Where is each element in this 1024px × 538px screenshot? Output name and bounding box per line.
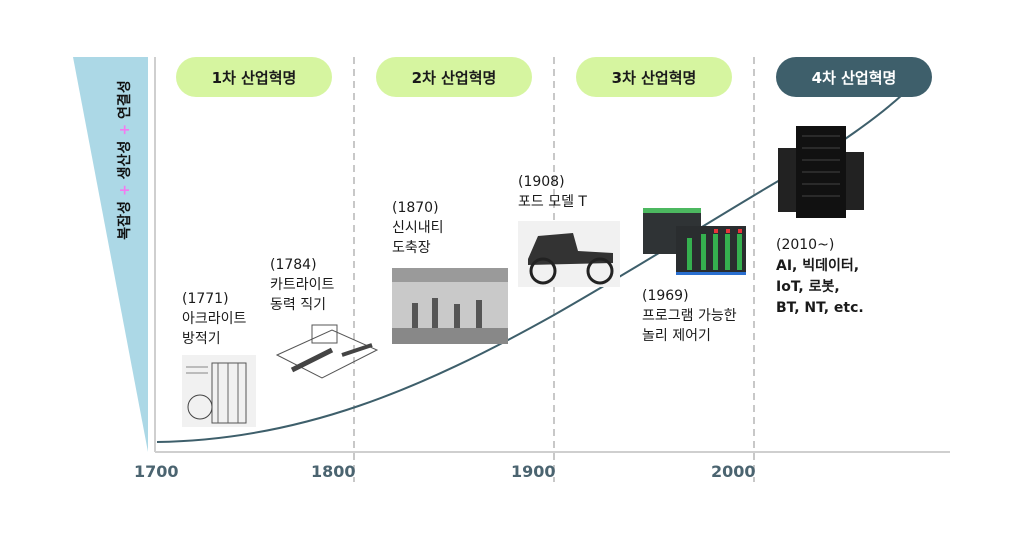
event-1771-label: (1771) 아크라이트 방적기 — [182, 291, 247, 347]
event-1784-label: (1784) 카트라이트 동력 직기 — [270, 257, 335, 313]
era-pill-2: 2차 산업혁명 — [376, 57, 532, 97]
axis-title-connectivity: 연결성 — [117, 80, 133, 119]
axis-title-productivity: 생산성 — [117, 140, 133, 180]
slaughterhouse-image — [392, 268, 508, 344]
event-1908-label: (1908) 포드 모델 T — [518, 174, 587, 210]
growth-wedge — [73, 57, 148, 452]
spinning-frame-image — [182, 355, 256, 427]
event-2010-label: (2010~) AI, 빅데이터, IoT, 로봇, BT, NT, etc. — [776, 237, 864, 316]
event-1969-label: (1969) 프로그램 가능한 놀리 제어기 — [642, 288, 737, 344]
plus-sign: + — [117, 123, 133, 136]
tick-1900: 1900 — [511, 462, 556, 481]
tick-1800: 1800 — [311, 462, 356, 481]
power-loom-image — [272, 320, 382, 385]
plus-sign: + — [117, 184, 133, 197]
ford-model-t-image — [518, 221, 620, 287]
era-pill-3: 3차 산업혁명 — [576, 57, 732, 97]
event-1870-label: (1870) 신시내티 도축장 — [392, 200, 444, 256]
servers-image — [776, 124, 866, 220]
axis-title-complexity: 복잡성 — [117, 201, 133, 240]
tick-1700: 1700 — [134, 462, 179, 481]
era-pill-4: 4차 산업혁명 — [776, 57, 932, 97]
y-axis-title: 복잡성 + 생산성 + 연결성 — [114, 80, 134, 239]
era-pill-1: 1차 산업혁명 — [176, 57, 332, 97]
tick-2000: 2000 — [711, 462, 756, 481]
plc-image — [643, 208, 748, 276]
